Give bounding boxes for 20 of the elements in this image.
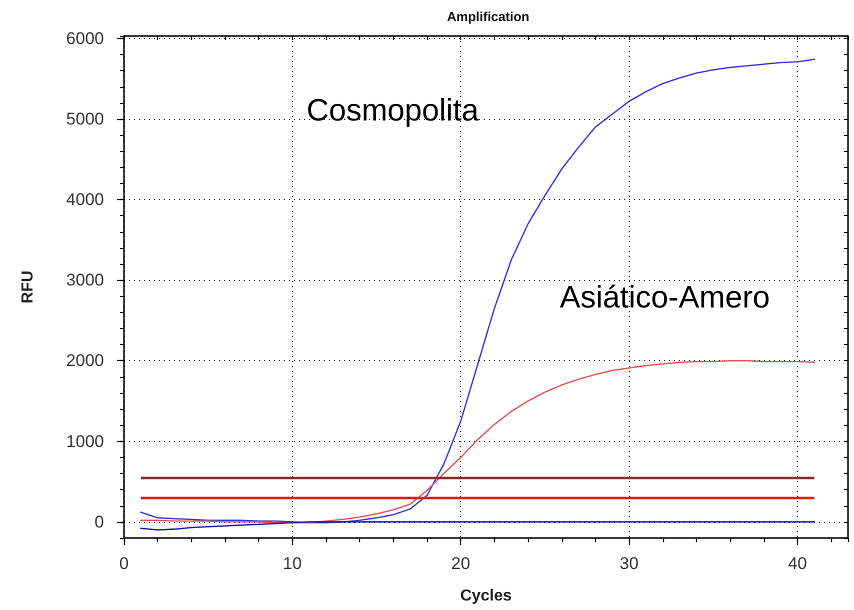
series-label: Asiático-Amero xyxy=(560,280,770,315)
line-series xyxy=(140,360,816,524)
x-tick-label: 40 xyxy=(788,554,807,573)
y-tick-label: 5000 xyxy=(66,109,104,128)
line-series xyxy=(140,58,816,524)
chart-title: Amplification xyxy=(447,9,530,24)
x-tick-label: 10 xyxy=(282,554,302,573)
y-tick-label: 3000 xyxy=(66,270,104,290)
text: Cosmopolita xyxy=(306,92,480,128)
y-tick-label: 4000 xyxy=(66,190,104,210)
y-tick-label: 2000 xyxy=(66,351,104,370)
x-tick-label: 30 xyxy=(620,554,639,573)
line-series xyxy=(140,521,816,531)
x-tick-label: 0 xyxy=(119,554,129,573)
x-tick-label: 20 xyxy=(451,554,470,573)
y-tick-label: 6000 xyxy=(66,28,104,48)
y-tick-label: 1000 xyxy=(66,432,104,451)
x-axis-title: Cycles xyxy=(460,588,512,604)
y-tick-label: 0 xyxy=(94,512,104,532)
y-axis-title: RFU xyxy=(20,270,36,304)
